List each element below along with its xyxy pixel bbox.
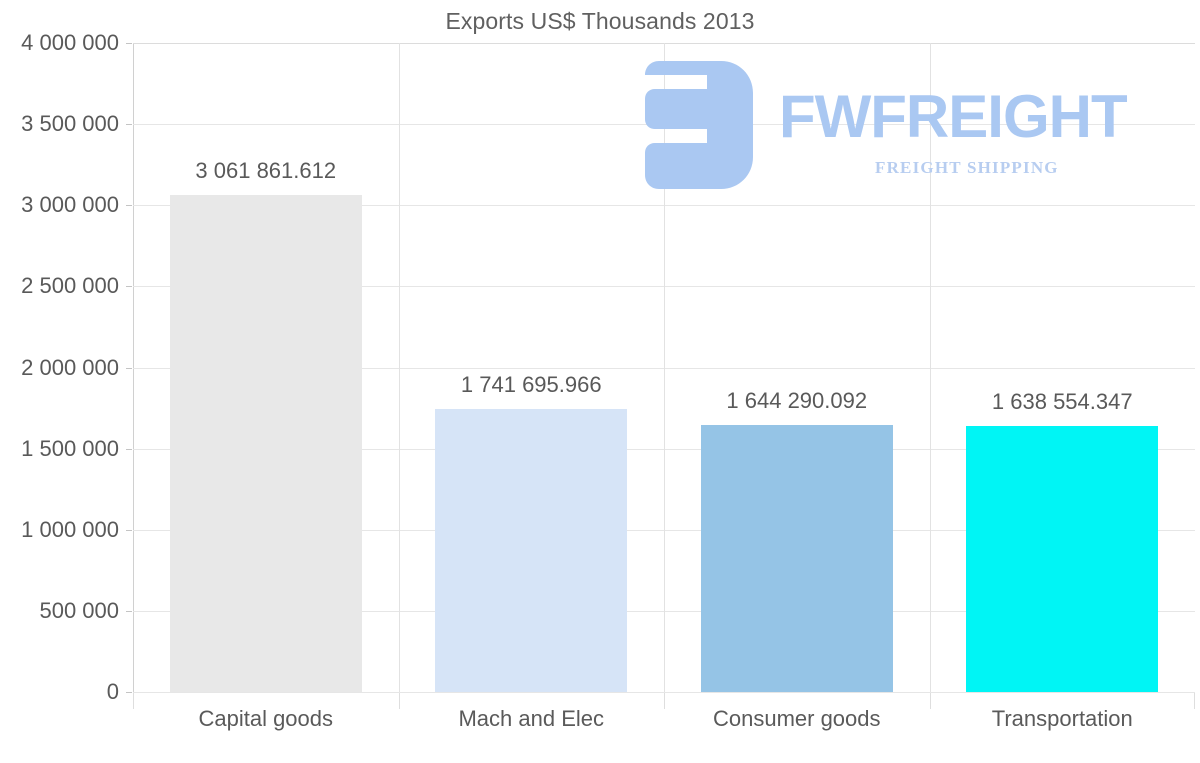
y-axis-tick	[126, 610, 132, 612]
bar[interactable]	[435, 409, 628, 692]
x-axis-tick-label: Consumer goods	[712, 706, 881, 731]
bar[interactable]	[169, 195, 362, 692]
y-axis-tick	[126, 43, 132, 44]
category-separator-tick	[399, 693, 400, 709]
x-axis-tick-label: Mach and Elec	[458, 706, 605, 731]
y-axis-tick	[126, 448, 132, 450]
chart-title: Exports US$ Thousands 2013	[445, 8, 755, 34]
category-separator-tick	[133, 693, 134, 709]
y-axis-tick	[126, 367, 132, 369]
plot-area: 3 061 861.612 1 741 695.966 1 644 290.092 1…	[126, 43, 1195, 693]
y-axis-tick	[126, 529, 132, 531]
bar-value-label: 3 061 861.612	[195, 158, 337, 184]
category-separator-tick	[1194, 693, 1195, 709]
y-axis-tick-label: 2 000 000	[21, 354, 119, 380]
bar[interactable]	[700, 425, 893, 692]
x-axis-tick-label: Transportation	[991, 706, 1133, 731]
gridline	[133, 692, 1195, 693]
y-axis-tick	[126, 205, 132, 207]
bar-value-label: 1 644 290.092	[726, 388, 868, 414]
y-axis-tick-label: 3 000 000	[21, 192, 119, 218]
y-axis-tick-label: 1 500 000	[21, 435, 119, 461]
category-separator	[664, 43, 665, 692]
y-axis-tick-label: 1 000 000	[21, 516, 119, 542]
y-axis-tick	[126, 124, 132, 126]
y-axis-tick-label: 2 500 000	[21, 273, 119, 299]
y-axis-tick-label: 4 000 000	[21, 30, 119, 55]
y-axis-tick-label: 3 500 000	[21, 111, 119, 137]
y-axis-tick-label: 500 000	[39, 597, 119, 623]
x-axis-tick-label: Capital goods	[198, 706, 334, 731]
category-separator-tick	[930, 693, 931, 709]
category-separator	[930, 43, 931, 692]
bar-value-label: 1 741 695.966	[460, 372, 602, 398]
bar-value-label: 1 638 554.347	[991, 389, 1133, 415]
y-axis-tick	[126, 286, 132, 288]
y-axis-tick	[126, 692, 132, 693]
category-separator-tick	[664, 693, 665, 709]
category-separator	[399, 43, 400, 692]
bar[interactable]	[966, 426, 1159, 692]
y-axis-tick-label: 0	[106, 679, 119, 704]
